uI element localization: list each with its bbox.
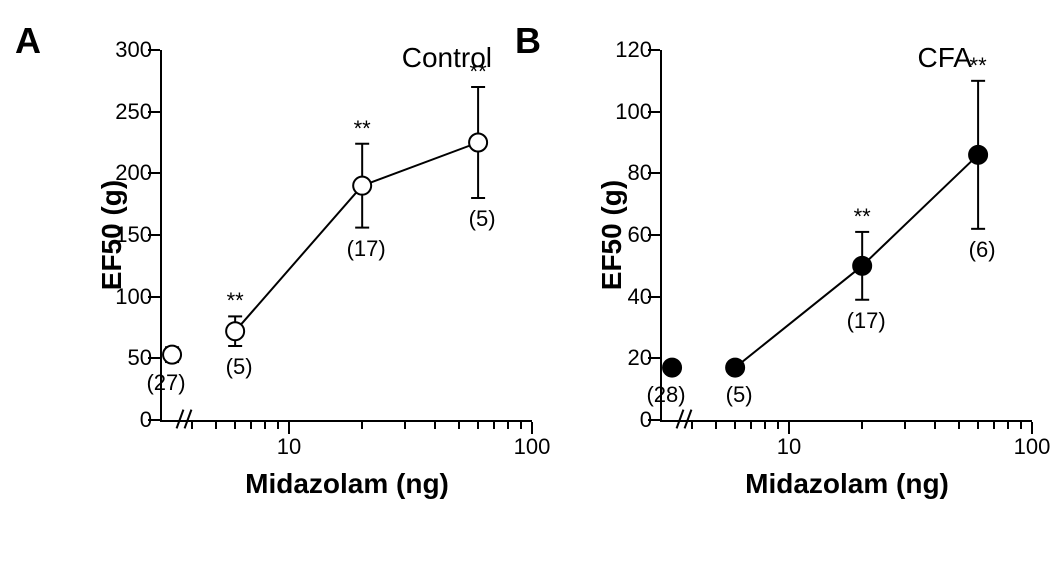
n-label: (5): [226, 354, 253, 380]
y-tick-label: 120: [615, 37, 652, 63]
n-label: (28): [646, 382, 685, 408]
panel-b: B EF50 (g) Midazolam (ng) CFA 0204060801…: [590, 20, 1050, 500]
x-tick: [288, 422, 290, 434]
x-minor-tick: [734, 422, 736, 429]
panel-a: A EF50 (g) Midazolam (ng) Control 050100…: [90, 20, 550, 500]
y-tick-label: 150: [115, 222, 152, 248]
x-minor-tick: [934, 422, 936, 429]
x-minor-tick: [277, 422, 279, 429]
y-tick-label: 0: [140, 407, 152, 433]
x-minor-tick: [215, 422, 217, 429]
y-tick-label: 300: [115, 37, 152, 63]
x-minor-tick: [234, 422, 236, 429]
x-axis-label: Midazolam (ng): [245, 468, 449, 500]
x-tick: [788, 422, 790, 434]
x-minor-tick: [264, 422, 266, 429]
x-minor-tick: [977, 422, 979, 429]
data-layer: [662, 50, 1032, 420]
figure: A EF50 (g) Midazolam (ng) Control 050100…: [0, 0, 1050, 579]
x-minor-tick: [691, 422, 693, 429]
x-tick: [531, 422, 533, 434]
x-minor-tick: [520, 422, 522, 429]
n-label: (17): [847, 308, 886, 334]
x-minor-tick: [861, 422, 863, 429]
y-axis-label: EF50 (g): [596, 180, 628, 290]
x-minor-tick: [993, 422, 995, 429]
significance-marker: **: [854, 204, 871, 230]
x-axis-label: Midazolam (ng): [745, 468, 949, 500]
significance-marker: **: [970, 53, 987, 79]
y-tick-label: 100: [115, 284, 152, 310]
x-minor-tick: [191, 422, 193, 429]
significance-marker: **: [354, 116, 371, 142]
x-tick: [1031, 422, 1033, 434]
x-minor-tick: [477, 422, 479, 429]
x-minor-tick: [1007, 422, 1009, 429]
y-tick-label: 60: [628, 222, 652, 248]
plot-area-b: EF50 (g) Midazolam (ng) CFA 020406080100…: [660, 50, 1032, 422]
x-minor-tick: [458, 422, 460, 429]
x-tick-label: 10: [777, 434, 801, 460]
x-minor-tick: [750, 422, 752, 429]
x-minor-tick: [764, 422, 766, 429]
y-tick-label: 250: [115, 99, 152, 125]
n-label: (17): [347, 236, 386, 262]
x-minor-tick: [958, 422, 960, 429]
y-tick-label: 20: [628, 345, 652, 371]
y-tick-label: 80: [628, 160, 652, 186]
panel-letter-b: B: [515, 20, 541, 62]
y-tick-label: 0: [640, 407, 652, 433]
n-label: (5): [469, 206, 496, 232]
x-minor-tick: [361, 422, 363, 429]
x-minor-tick: [904, 422, 906, 429]
y-tick-label: 100: [615, 99, 652, 125]
x-tick-label: 10: [277, 434, 301, 460]
x-minor-tick: [777, 422, 779, 429]
y-tick-label: 200: [115, 160, 152, 186]
y-tick-label: 50: [128, 345, 152, 371]
x-minor-tick: [434, 422, 436, 429]
y-tick-label: 40: [628, 284, 652, 310]
x-minor-tick: [493, 422, 495, 429]
x-tick-label: 100: [514, 434, 551, 460]
n-label: (5): [726, 382, 753, 408]
significance-marker: **: [227, 288, 244, 314]
x-minor-tick: [250, 422, 252, 429]
x-tick-label: 100: [1014, 434, 1050, 460]
x-minor-tick: [404, 422, 406, 429]
x-minor-tick: [715, 422, 717, 429]
n-label: (27): [146, 370, 185, 396]
n-label: (6): [969, 237, 996, 263]
x-minor-tick: [1020, 422, 1022, 429]
plot-area-a: EF50 (g) Midazolam (ng) Control 05010015…: [160, 50, 532, 422]
panel-letter-a: A: [15, 20, 41, 62]
x-minor-tick: [507, 422, 509, 429]
significance-marker: **: [470, 59, 487, 85]
